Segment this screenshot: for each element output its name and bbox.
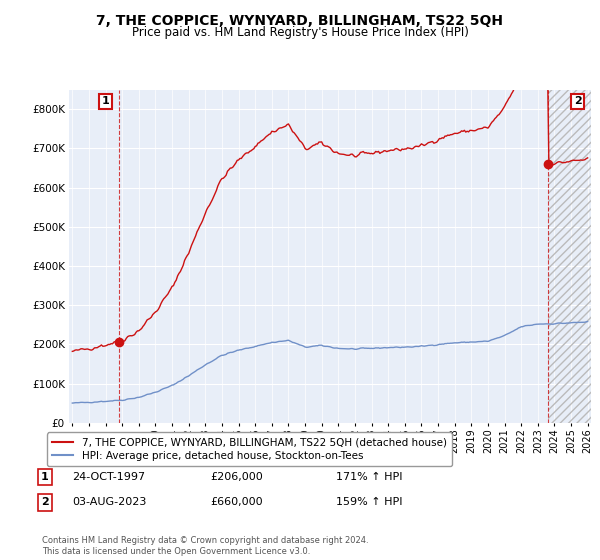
Text: 03-AUG-2023: 03-AUG-2023 <box>72 497 146 507</box>
Text: £206,000: £206,000 <box>210 472 263 482</box>
Text: 7, THE COPPICE, WYNYARD, BILLINGHAM, TS22 5QH: 7, THE COPPICE, WYNYARD, BILLINGHAM, TS2… <box>97 14 503 28</box>
Legend: 7, THE COPPICE, WYNYARD, BILLINGHAM, TS22 5QH (detached house), HPI: Average pri: 7, THE COPPICE, WYNYARD, BILLINGHAM, TS2… <box>47 432 452 466</box>
Text: 1: 1 <box>101 96 109 106</box>
Text: 24-OCT-1997: 24-OCT-1997 <box>72 472 145 482</box>
Text: 159% ↑ HPI: 159% ↑ HPI <box>336 497 403 507</box>
Text: Contains HM Land Registry data © Crown copyright and database right 2024.
This d: Contains HM Land Registry data © Crown c… <box>42 536 368 556</box>
Text: Price paid vs. HM Land Registry's House Price Index (HPI): Price paid vs. HM Land Registry's House … <box>131 26 469 39</box>
Text: £660,000: £660,000 <box>210 497 263 507</box>
Text: 171% ↑ HPI: 171% ↑ HPI <box>336 472 403 482</box>
Text: 2: 2 <box>41 497 49 507</box>
Text: 2: 2 <box>574 96 581 106</box>
Text: 1: 1 <box>41 472 49 482</box>
